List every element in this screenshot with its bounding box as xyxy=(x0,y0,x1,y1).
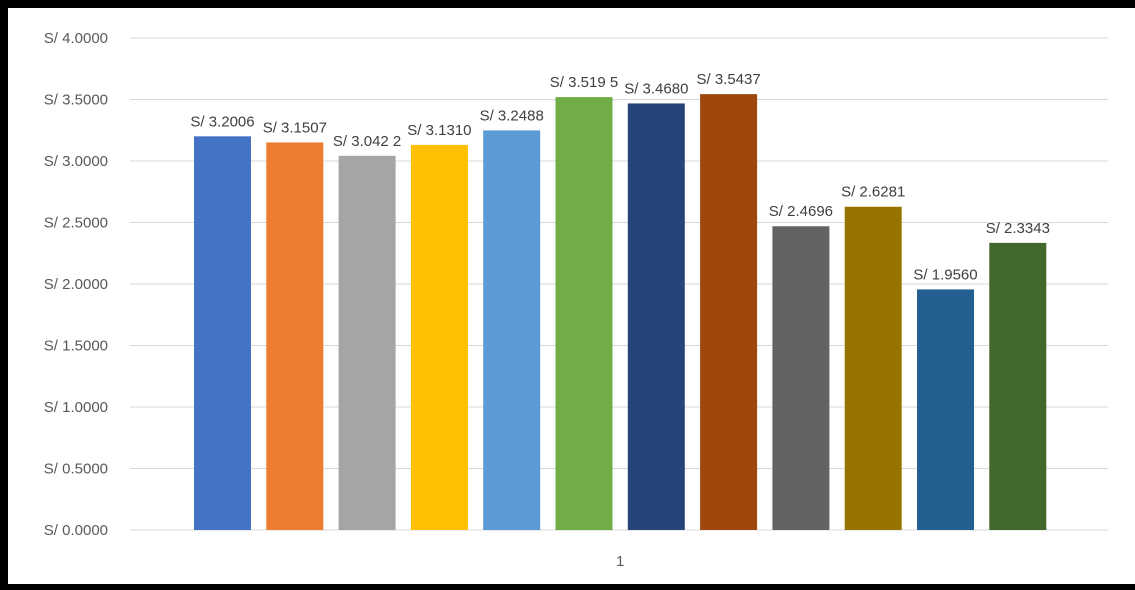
y-tick-label: S/ 0.5000 xyxy=(44,461,108,478)
y-tick-label: S/ 1.0000 xyxy=(44,399,108,416)
bar xyxy=(410,144,468,530)
bar xyxy=(844,206,902,530)
bar xyxy=(917,289,974,530)
data-label: S/ 3.5437 xyxy=(696,71,760,88)
bar xyxy=(483,130,541,531)
bar xyxy=(700,94,758,530)
data-label: S/ 3.1310 xyxy=(407,122,471,139)
data-label: S/ 3.1507 xyxy=(263,119,327,136)
bar xyxy=(194,136,251,530)
bar xyxy=(266,142,324,530)
y-tick-label: S/ 2.0000 xyxy=(44,276,108,293)
bar xyxy=(627,103,685,530)
y-tick-label: S/ 1.5000 xyxy=(44,338,108,355)
y-tick-label: S/ 3.5000 xyxy=(44,92,108,109)
data-label: S/ 3.2006 xyxy=(190,113,254,130)
bar xyxy=(989,242,1047,530)
data-label: S/ 2.6281 xyxy=(841,184,905,201)
data-label: S/ 3.4680 xyxy=(624,80,688,97)
x-axis-tick-labels: 1 xyxy=(616,553,624,570)
y-tick-label: S/ 3.0000 xyxy=(44,153,108,170)
y-tick-label: S/ 2.5000 xyxy=(44,215,108,232)
bar xyxy=(555,97,613,530)
data-labels: S/ 3.2006 S/ 3.1507 S/ 3.042 2 S/ 3.1310 S/ … xyxy=(190,71,1050,283)
data-label: S/ 2.3343 xyxy=(986,220,1050,237)
x-tick-label: 1 xyxy=(616,553,624,570)
data-label: S/ 3.519 5 xyxy=(550,74,618,91)
bars xyxy=(194,94,1047,531)
y-tick-label: S/ 0.0000 xyxy=(44,522,108,539)
bar xyxy=(338,155,396,531)
data-label: S/ 2.4696 xyxy=(769,203,833,220)
data-label: S/ 1.9560 xyxy=(913,266,977,283)
data-label: S/ 3.042 2 xyxy=(333,133,401,150)
y-axis-tick-labels: S/ 0.0000 S/ 0.5000 S/ 1.0000 S/ 1.5000 S/ 2… xyxy=(44,30,108,539)
y-tick-label: S/ 4.0000 xyxy=(44,30,108,47)
data-label: S/ 3.2488 xyxy=(480,107,544,124)
bar xyxy=(772,226,830,530)
